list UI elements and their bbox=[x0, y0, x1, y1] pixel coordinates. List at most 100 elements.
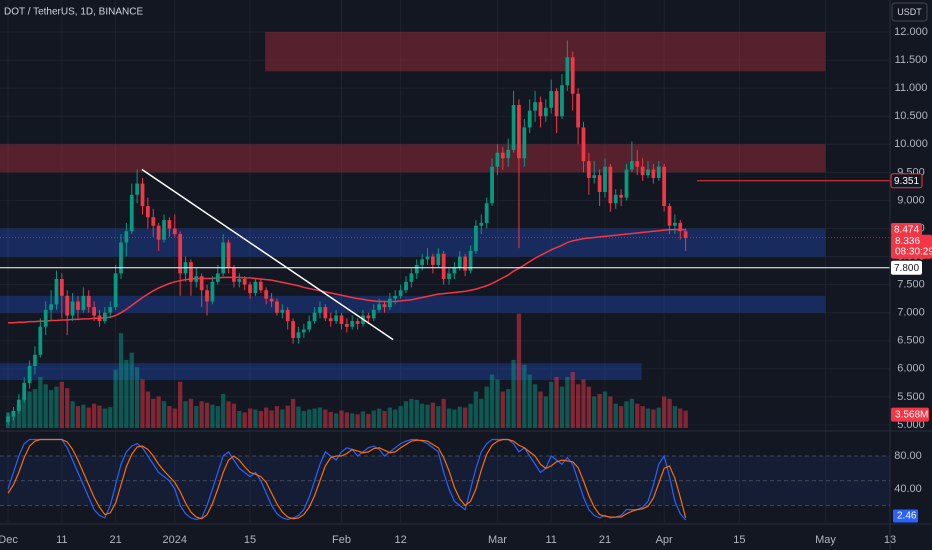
volume-bar bbox=[16, 404, 21, 428]
candle-body bbox=[124, 231, 129, 243]
candle-body bbox=[151, 217, 156, 226]
y-tick-label: 7.500 bbox=[897, 279, 925, 291]
volume-bar bbox=[554, 376, 559, 428]
candle-body bbox=[291, 321, 295, 338]
candle-body bbox=[275, 301, 279, 313]
candle-body bbox=[543, 107, 548, 117]
candle-body bbox=[215, 273, 220, 282]
stoch-line bbox=[7, 438, 687, 521]
candle-body bbox=[344, 323, 349, 327]
volume-bar bbox=[457, 406, 462, 428]
volume-bar bbox=[140, 379, 145, 428]
candle-body bbox=[522, 127, 527, 159]
candle-body bbox=[425, 256, 430, 260]
currency-button[interactable] bbox=[891, 2, 928, 22]
candle-body bbox=[554, 90, 559, 117]
candle-body bbox=[280, 309, 285, 313]
candle-body bbox=[447, 273, 451, 280]
y-tick-label: 9.000 bbox=[897, 194, 925, 206]
volume-bar bbox=[178, 381, 183, 428]
volume-bar bbox=[91, 403, 97, 428]
volume-bar bbox=[656, 407, 661, 428]
candle-body bbox=[404, 281, 408, 291]
y-tick-label: 11.000 bbox=[895, 82, 928, 94]
trendline bbox=[141, 168, 394, 341]
currency-label[interactable]: USDT bbox=[897, 7, 922, 17]
candle-body bbox=[500, 152, 505, 159]
x-tick-label: 12 bbox=[395, 534, 407, 546]
volume-bar bbox=[366, 413, 371, 428]
candle-body bbox=[307, 321, 312, 330]
volume-bar bbox=[118, 333, 124, 428]
volume-bar bbox=[264, 407, 269, 428]
candle-body bbox=[635, 161, 640, 167]
candle-body bbox=[420, 259, 425, 265]
volume-bar bbox=[651, 409, 656, 428]
y-tick-label: 5.000 bbox=[897, 419, 925, 431]
candle-body bbox=[129, 194, 134, 232]
volume-bar bbox=[360, 411, 366, 428]
volume-bar bbox=[339, 410, 344, 428]
candle-body bbox=[651, 169, 656, 178]
candle-body bbox=[377, 304, 382, 310]
candle-body bbox=[350, 321, 355, 327]
volume-bar bbox=[387, 407, 393, 428]
volume-bar bbox=[559, 386, 565, 428]
volume-bar bbox=[54, 386, 59, 428]
candle-body bbox=[49, 304, 53, 310]
candle-body bbox=[673, 222, 677, 226]
candle-body bbox=[366, 315, 371, 319]
volume-bar bbox=[221, 393, 226, 428]
candle-body bbox=[387, 298, 392, 308]
volume-bar bbox=[290, 398, 296, 428]
volume-bar bbox=[463, 407, 468, 428]
volume-bar bbox=[274, 406, 280, 428]
y-tick-label: 6.000 bbox=[897, 363, 925, 375]
candle-body bbox=[258, 281, 263, 291]
volume-bar bbox=[430, 402, 436, 428]
y-tick-label: 6.500 bbox=[897, 335, 925, 347]
volume-bar bbox=[199, 401, 204, 428]
volume-bar bbox=[683, 410, 688, 428]
volume-bar bbox=[645, 408, 651, 428]
volume-bar bbox=[156, 396, 161, 428]
y-tick-label: 10.000 bbox=[894, 138, 928, 150]
candle-body bbox=[323, 307, 328, 319]
candle-body bbox=[205, 290, 209, 302]
x-tick-label: 11 bbox=[56, 534, 67, 546]
candle-body bbox=[468, 250, 473, 271]
volume-bar bbox=[124, 359, 129, 428]
volume-bar bbox=[419, 403, 425, 428]
candle-body bbox=[22, 382, 27, 400]
zone bbox=[265, 31, 826, 72]
y-tick-label: 11.500 bbox=[895, 54, 928, 66]
volume-bar bbox=[38, 376, 43, 428]
zone bbox=[0, 363, 642, 381]
volume-bar bbox=[446, 408, 452, 428]
volume-bar bbox=[328, 411, 333, 428]
countdown: 08:30:29 bbox=[895, 246, 932, 257]
volume-bar bbox=[102, 408, 108, 428]
volume-bar bbox=[393, 409, 398, 428]
volume-bar bbox=[371, 410, 376, 428]
candle-body bbox=[479, 222, 484, 226]
candle-body bbox=[619, 194, 623, 198]
volume-bar bbox=[479, 398, 484, 428]
volume-bar bbox=[312, 408, 317, 428]
volume-bar bbox=[258, 410, 263, 428]
candle-body bbox=[436, 253, 441, 265]
candle-body bbox=[463, 256, 468, 271]
price-label-bg bbox=[890, 173, 923, 189]
candle-body bbox=[581, 127, 586, 162]
volume-bar bbox=[129, 352, 134, 428]
candle-body bbox=[199, 276, 204, 291]
volume-bar bbox=[210, 404, 215, 428]
volume-bar bbox=[27, 391, 32, 428]
price-label-bg bbox=[891, 260, 922, 275]
ma-label-bg bbox=[891, 222, 922, 236]
candle-body bbox=[70, 301, 75, 316]
candle-body bbox=[629, 161, 634, 170]
volume-bar bbox=[344, 412, 350, 428]
candle-body bbox=[549, 90, 554, 108]
